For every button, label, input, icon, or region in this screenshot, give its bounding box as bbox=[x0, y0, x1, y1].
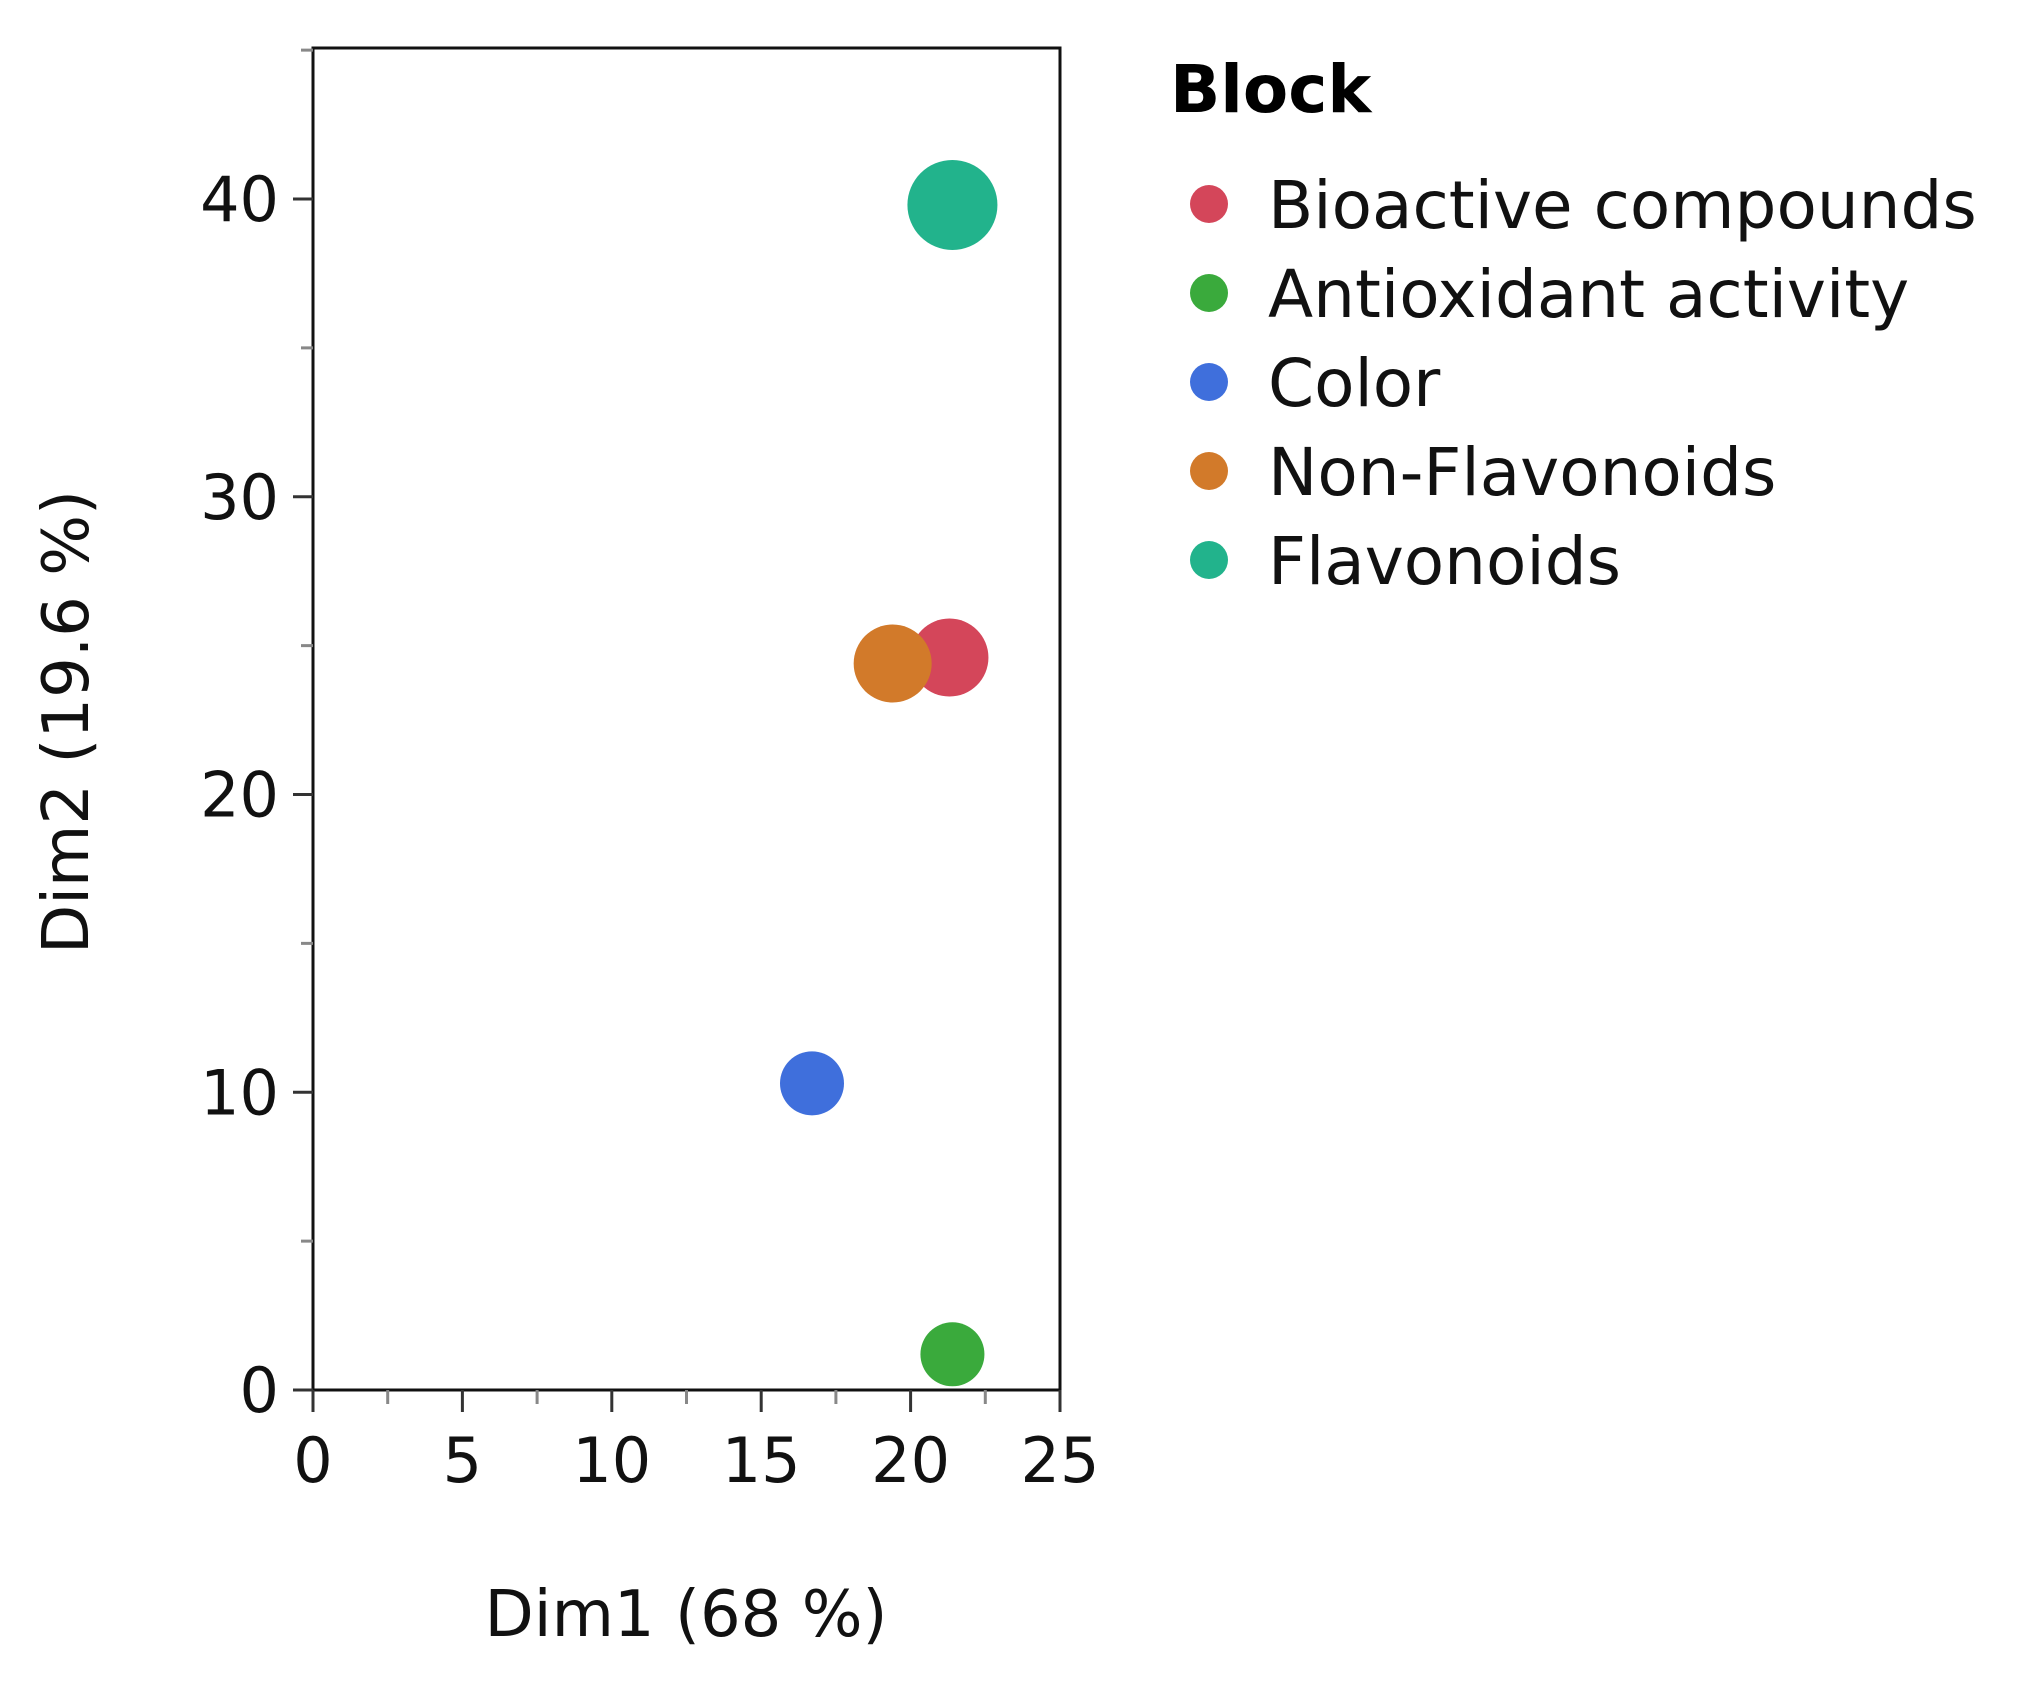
data-point-bioactive-compounds bbox=[910, 618, 989, 697]
legend-label: Non-Flavonoids bbox=[1268, 434, 1776, 511]
y-tick-label: 10 bbox=[200, 1056, 279, 1129]
legend-title: Block bbox=[1170, 51, 1373, 128]
x-tick-label: 15 bbox=[722, 1424, 801, 1497]
x-tick-label: 20 bbox=[871, 1424, 950, 1497]
data-point-color bbox=[779, 1051, 844, 1116]
x-tick-label: 10 bbox=[572, 1424, 651, 1497]
data-points bbox=[779, 159, 998, 1387]
y-tick-label: 20 bbox=[200, 759, 279, 832]
x-axis: 0 5 10 15 20 25 bbox=[293, 1390, 1099, 1497]
legend-label: Bioactive compounds bbox=[1268, 167, 1977, 244]
x-tick-label: 5 bbox=[443, 1424, 482, 1497]
legend-label: Antioxidant activity bbox=[1268, 256, 1909, 333]
data-point-flavonoids bbox=[907, 159, 998, 250]
data-point-antioxidant-activity bbox=[920, 1322, 985, 1387]
y-axis-title: Dim2 (19.6 %) bbox=[30, 490, 104, 954]
y-tick-label: 0 bbox=[240, 1354, 279, 1427]
data-point-non-flavonoids bbox=[853, 624, 932, 703]
legend-marker bbox=[1190, 541, 1228, 579]
y-tick-label: 30 bbox=[200, 461, 279, 534]
legend-label: Flavonoids bbox=[1268, 523, 1621, 600]
legend-marker bbox=[1190, 452, 1228, 490]
x-tick-label: 25 bbox=[1021, 1424, 1100, 1497]
legend-marker bbox=[1190, 185, 1228, 223]
legend-label: Color bbox=[1268, 345, 1441, 422]
legend: Block Bioactive compounds Antioxidant act… bbox=[1170, 51, 1977, 600]
x-tick-label: 0 bbox=[293, 1424, 332, 1497]
legend-marker bbox=[1190, 363, 1228, 401]
legend-marker bbox=[1190, 274, 1228, 312]
y-tick-label: 40 bbox=[200, 163, 279, 236]
y-axis: 0 10 20 30 40 bbox=[200, 48, 313, 1427]
x-axis-title: Dim1 (68 %) bbox=[485, 1578, 888, 1652]
